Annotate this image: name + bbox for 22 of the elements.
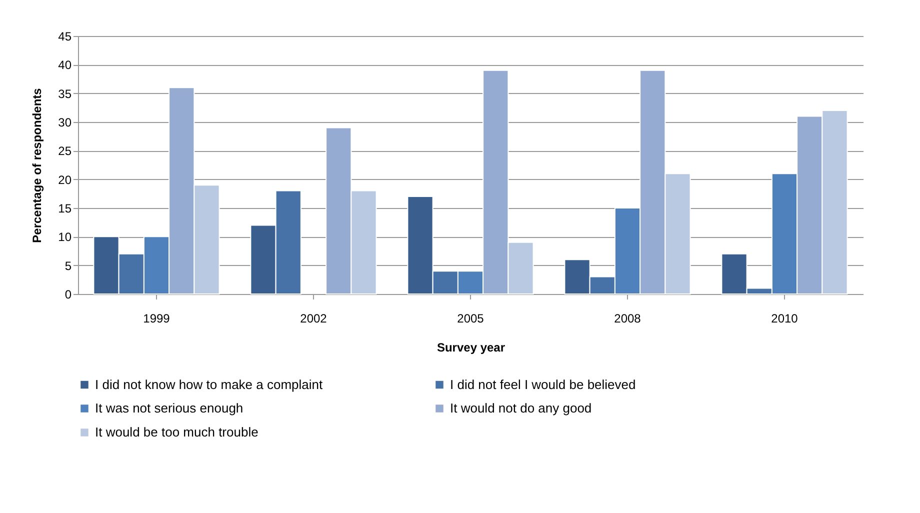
y-tick-label: 40 [58,58,72,72]
y-tick-label: 0 [64,288,72,302]
y-tick-label: 35 [58,86,72,101]
y-tick-label: 15 [58,202,72,216]
x-tick-label: 2002 [300,312,328,326]
legend-label: It would not do any good [450,400,592,416]
y-tick-label: 10 [58,230,72,244]
legend-label: It would be too much trouble [95,424,258,440]
y-tick-label: 30 [58,116,72,130]
y-tick-label: 25 [58,144,72,158]
x-tick-label: 2008 [614,312,642,326]
x-tick-label: 2005 [457,312,484,326]
legend-label: It was not serious enough [95,400,244,416]
legend-label: I did not know how to make a complaint [95,376,324,392]
y-tick-label: 20 [58,172,72,187]
x-axis-title: Survey year [436,340,506,354]
y-tick-label: 5 [64,258,72,273]
y-axis-title: Percentage of respondents [30,88,44,243]
x-tick-label: 2010 [771,312,798,326]
legend-label: I did not feel I would be believed [450,376,636,392]
x-tick-label: 1999 [143,312,170,326]
y-tick-label: 45 [58,30,72,44]
